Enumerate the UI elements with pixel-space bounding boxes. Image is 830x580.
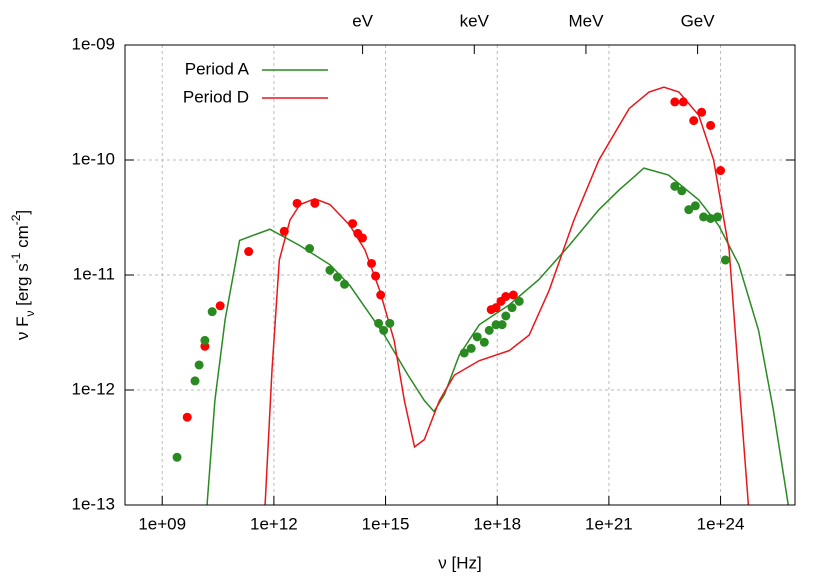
legend: Period A Period D xyxy=(183,59,328,106)
data-point xyxy=(501,311,511,321)
legend-label: Period D xyxy=(183,87,249,106)
data-point xyxy=(706,213,716,223)
data-point xyxy=(670,97,680,107)
y-tick-label: 1e-10 xyxy=(72,149,115,168)
data-point xyxy=(479,337,489,347)
x2-tick-label: GeV xyxy=(681,11,716,30)
x2-tick-label: eV xyxy=(352,11,373,30)
legend-label: Period A xyxy=(185,59,250,78)
data-point xyxy=(172,452,182,462)
y-axis-title-part: [erg s xyxy=(13,263,32,310)
data-point xyxy=(689,116,699,126)
data-point xyxy=(357,233,367,243)
y-axis-title-part: ] xyxy=(13,210,32,215)
x-tick-label: 1e+21 xyxy=(585,514,633,533)
data-point xyxy=(491,303,501,313)
x2-tick-label: MeV xyxy=(568,11,604,30)
data-point xyxy=(514,296,524,306)
y-axis-title-part: cm xyxy=(13,225,32,252)
data-point xyxy=(670,181,680,191)
data-point xyxy=(310,198,320,208)
data-point xyxy=(697,107,707,117)
data-point xyxy=(348,219,358,229)
y-tick-label: 1e-11 xyxy=(73,264,115,283)
model-curve xyxy=(264,86,750,505)
data-point xyxy=(194,360,204,370)
data-point xyxy=(215,301,225,311)
data-point xyxy=(699,212,709,222)
x-tick-label: 1e+24 xyxy=(697,514,745,533)
data-point xyxy=(374,318,384,328)
data-point xyxy=(207,307,217,317)
data-point xyxy=(379,325,389,335)
x-axis-title: ν [Hz] xyxy=(438,553,481,572)
y-axis-title: ν Fν [erg s-1 cm-2] xyxy=(9,210,37,340)
plot-frame xyxy=(124,44,796,506)
data-point xyxy=(292,198,302,208)
data-point xyxy=(244,247,254,257)
data-point xyxy=(472,332,482,342)
data-point xyxy=(690,201,700,211)
data-point xyxy=(484,325,494,335)
y-axis-title-part: ν F xyxy=(13,317,32,341)
data-point xyxy=(713,212,723,222)
data-point xyxy=(332,272,342,282)
data-point xyxy=(200,335,210,345)
data-point xyxy=(716,166,726,176)
y-tick-label: 1e-13 xyxy=(72,494,115,513)
data-point xyxy=(279,226,289,236)
data-point xyxy=(678,97,688,107)
y-axis-title-part: ν xyxy=(23,311,37,317)
data-point xyxy=(371,271,381,281)
data-point xyxy=(385,318,395,328)
y-tick-label: 1e-09 xyxy=(72,34,115,53)
x2-tick-label: keV xyxy=(460,11,490,30)
data-point xyxy=(508,290,518,300)
data-point xyxy=(706,120,716,130)
x-tick-label: 1e+12 xyxy=(250,514,298,533)
data-point xyxy=(376,290,386,300)
x-tick-label: 1e+15 xyxy=(362,514,410,533)
data-point xyxy=(325,265,335,275)
data-point xyxy=(497,320,507,330)
data-point xyxy=(684,205,694,215)
data-point xyxy=(720,255,730,265)
data-point xyxy=(182,412,192,422)
data-point xyxy=(677,186,687,196)
y-tick-label: 1e-12 xyxy=(72,379,115,398)
data-point xyxy=(507,303,517,313)
data-point xyxy=(466,343,476,353)
data-point xyxy=(190,376,200,386)
data-point xyxy=(340,279,350,289)
x-tick-label: 1e+09 xyxy=(138,514,186,533)
data-point xyxy=(459,348,469,358)
data-point xyxy=(305,243,315,253)
y-axis-title-part: -1 xyxy=(9,252,23,263)
x-tick-label: 1e+18 xyxy=(473,514,521,533)
y-axis-title-part: -2 xyxy=(9,214,23,225)
data-point xyxy=(367,258,377,268)
data-point xyxy=(501,292,511,302)
